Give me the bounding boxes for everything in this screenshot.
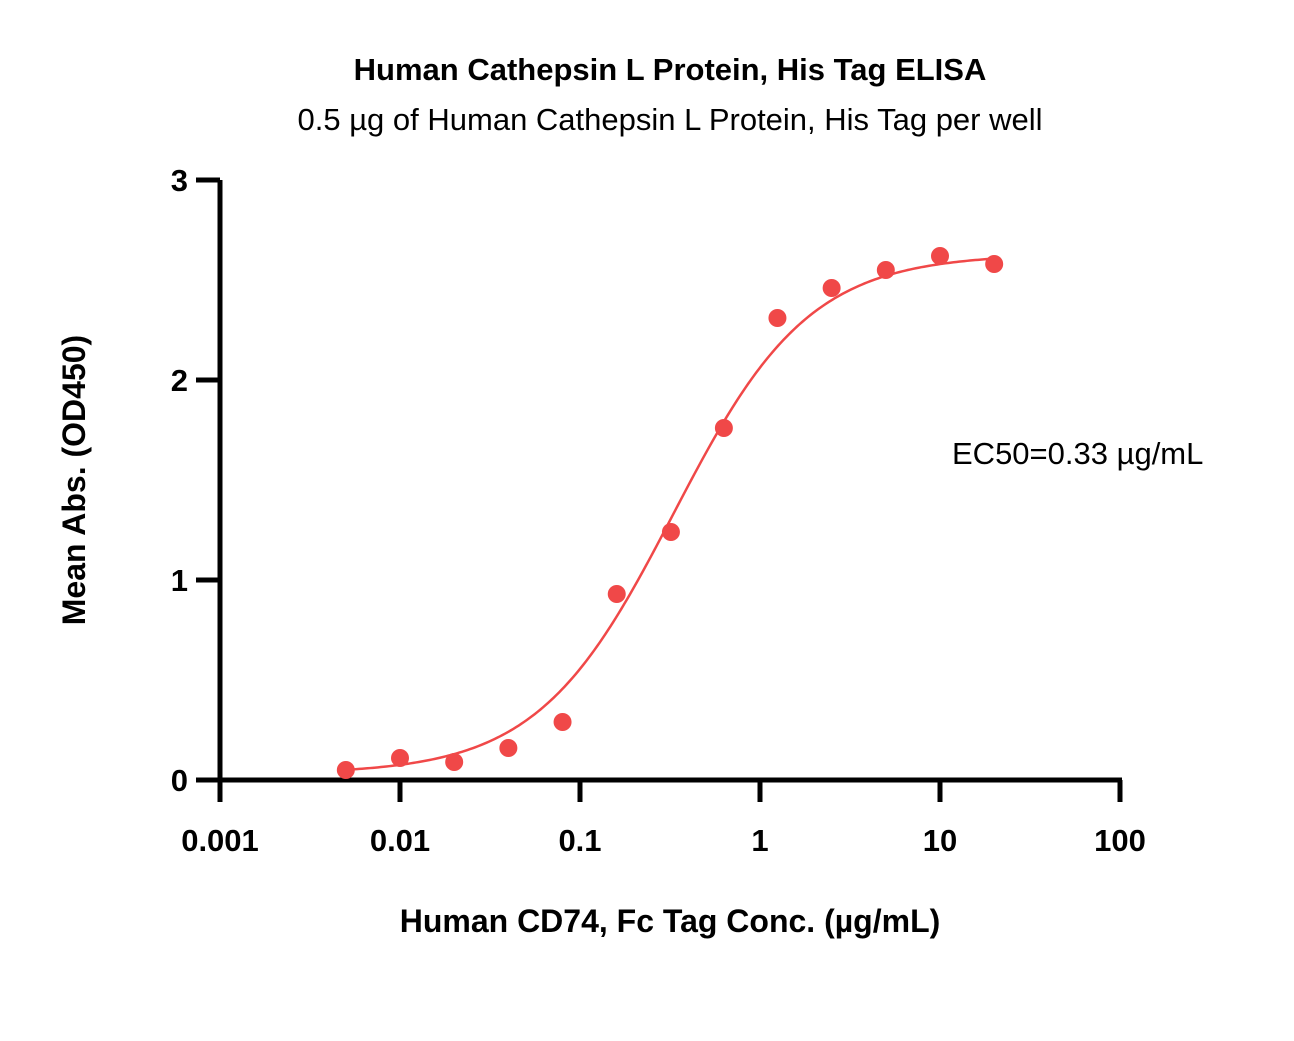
y-tick-label: 3 — [171, 163, 188, 198]
data-point — [822, 279, 841, 297]
x-ticks: 0.001 0.01 0.1 1 10 100 — [181, 780, 1146, 858]
data-point — [931, 247, 949, 265]
chart-title: Human Cathepsin L Protein, His Tag ELISA — [354, 52, 987, 87]
x-tick-label: 100 — [1094, 823, 1146, 858]
y-ticks: 0 1 2 3 — [171, 163, 220, 798]
chart-subtitle: 0.5 µg of Human Cathepsin L Protein, His… — [297, 102, 1042, 137]
x-axis-title: Human CD74, Fc Tag Conc. (µg/mL) — [400, 903, 941, 939]
data-point — [768, 309, 787, 327]
x-tick-label: 1 — [751, 823, 768, 858]
x-tick-label: 10 — [923, 823, 957, 858]
fit-curve — [345, 257, 995, 772]
data-point — [499, 739, 518, 757]
y-tick-label: 0 — [171, 763, 188, 798]
axes — [217, 180, 1122, 783]
data-point — [553, 713, 572, 731]
x-tick-label: 0.001 — [181, 823, 259, 858]
y-tick-label: 1 — [171, 563, 188, 598]
ec50-annotation: EC50=0.33 µg/mL — [952, 436, 1203, 471]
data-point — [876, 261, 895, 279]
data-point — [661, 523, 680, 541]
data-point — [607, 585, 626, 603]
x-tick-label: 0.1 — [558, 823, 601, 858]
data-point — [445, 753, 464, 771]
data-points — [336, 247, 1004, 779]
x-tick-label: 0.01 — [370, 823, 430, 858]
data-point — [391, 749, 409, 767]
data-point — [985, 255, 1004, 273]
y-tick-label: 2 — [171, 363, 188, 398]
y-axis-title: Mean Abs. (OD450) — [56, 335, 92, 625]
data-point — [336, 761, 355, 779]
data-point — [714, 419, 733, 437]
